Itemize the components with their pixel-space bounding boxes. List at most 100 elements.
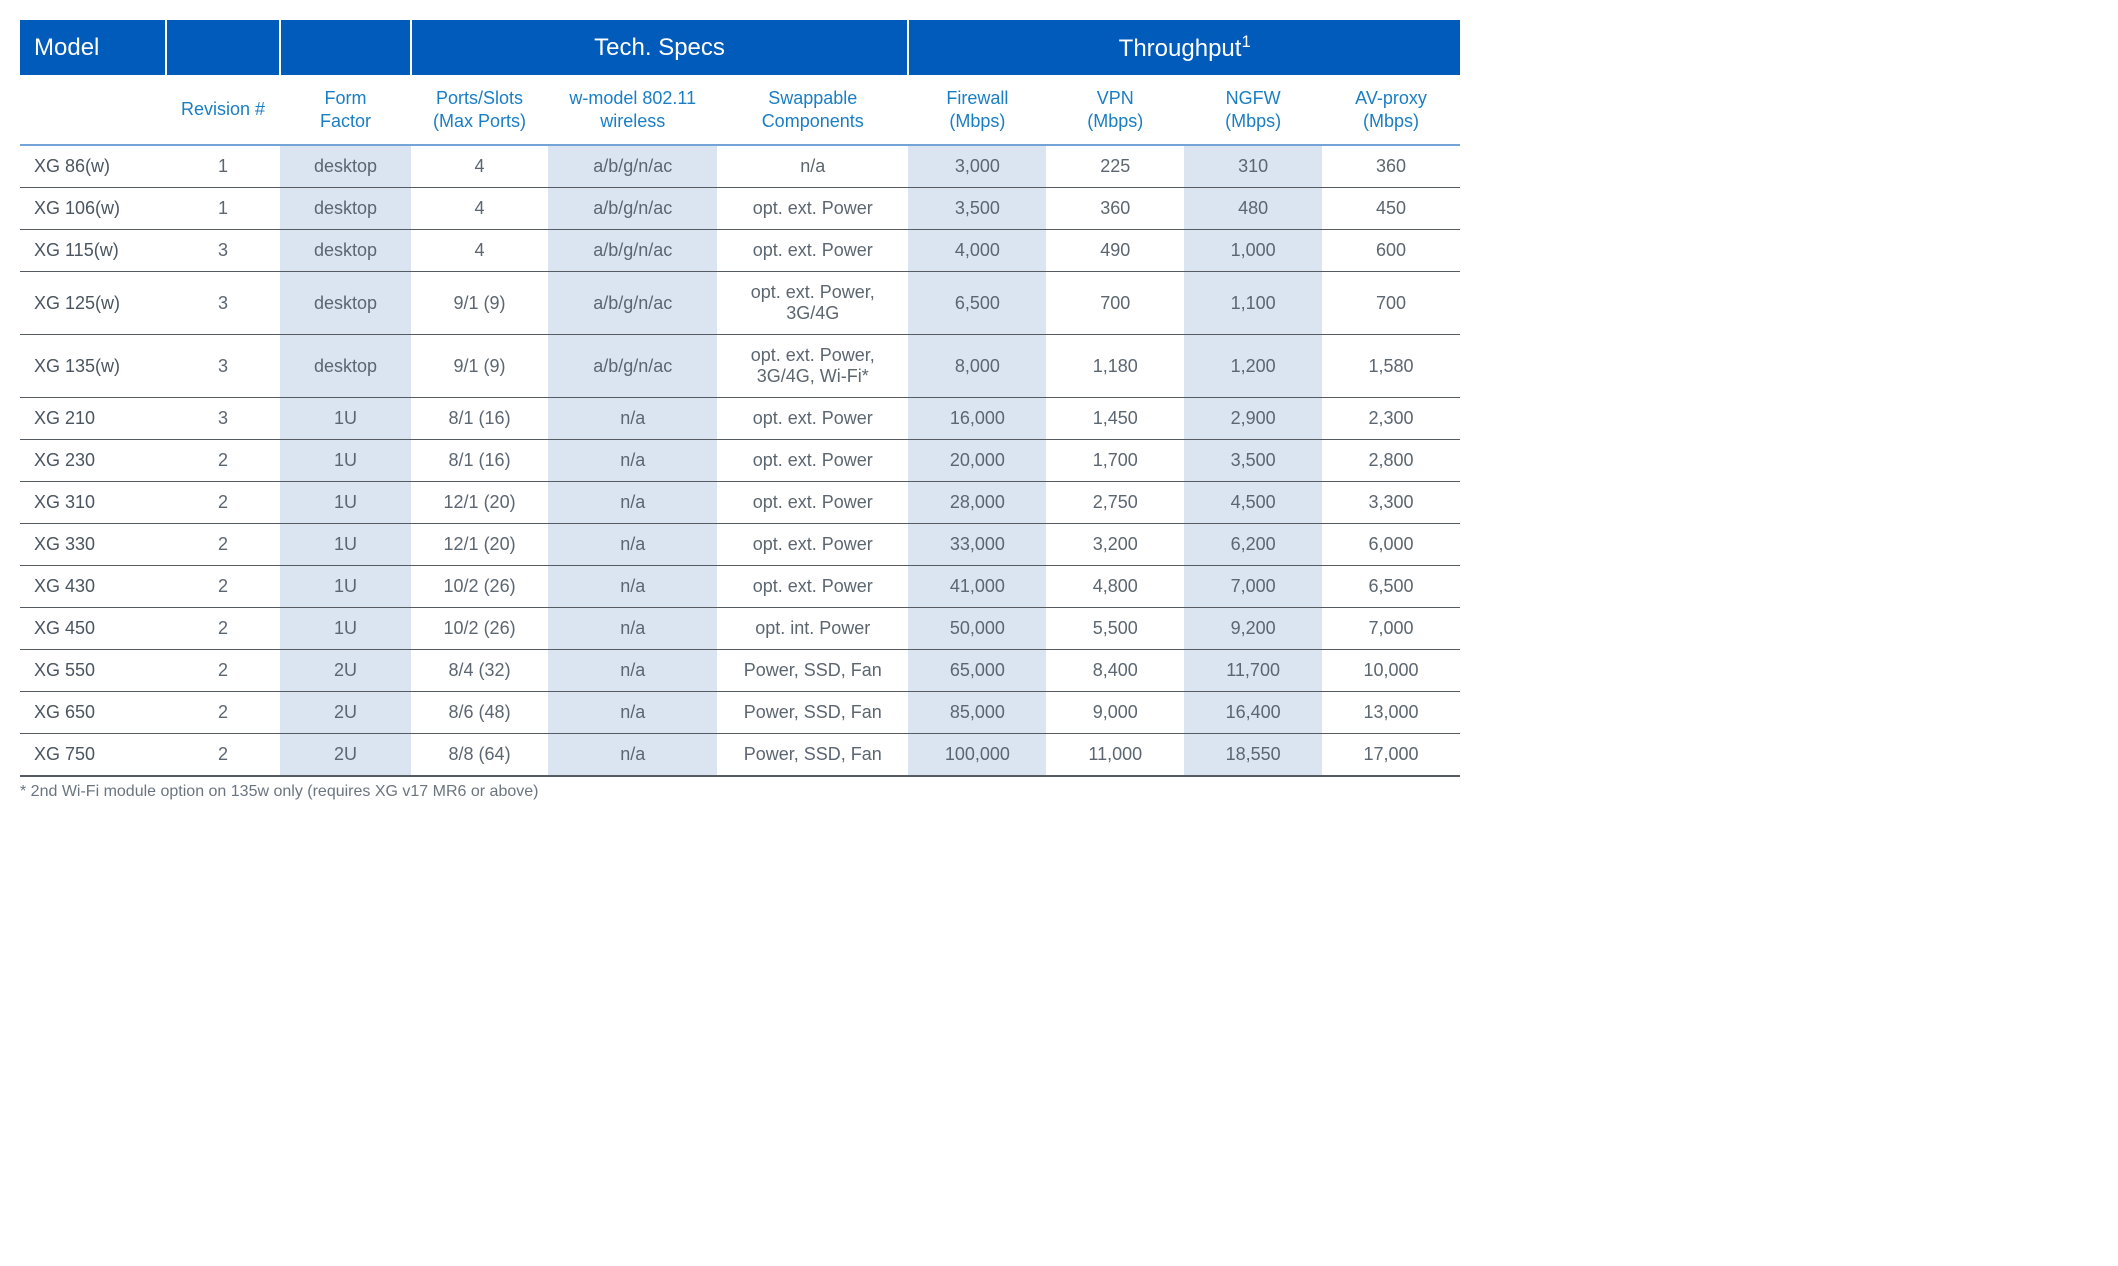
cell-revision: 3 [166, 335, 281, 398]
cell-ports: 12/1 (20) [411, 482, 549, 524]
cell-revision: 2 [166, 608, 281, 650]
cell-ports: 8/4 (32) [411, 650, 549, 692]
cell-swappable: opt. int. Power [717, 608, 908, 650]
subheader-vpn-l2: (Mbps) [1087, 111, 1143, 131]
cell-ngfw: 18,550 [1184, 734, 1322, 777]
cell-ngfw: 1,200 [1184, 335, 1322, 398]
cell-ngfw: 6,200 [1184, 524, 1322, 566]
cell-ports: 10/2 (26) [411, 608, 549, 650]
table-row: XG 135(w)3desktop9/1 (9)a/b/g/n/acopt. e… [20, 335, 1460, 398]
cell-vpn: 2,750 [1046, 482, 1184, 524]
cell-ngfw: 3,500 [1184, 440, 1322, 482]
cell-ngfw: 310 [1184, 145, 1322, 188]
cell-wireless: n/a [548, 734, 717, 777]
cell-formFactor: 1U [280, 566, 410, 608]
cell-swappable: n/a [717, 145, 908, 188]
subheader-ngfw: NGFW (Mbps) [1184, 75, 1322, 145]
cell-avproxy: 13,000 [1322, 692, 1460, 734]
cell-firewall: 65,000 [908, 650, 1046, 692]
table-row: XG 125(w)3desktop9/1 (9)a/b/g/n/acopt. e… [20, 272, 1460, 335]
subheader-ports-l1: Ports/Slots [436, 88, 523, 108]
subheader-model-blank [20, 75, 166, 145]
cell-vpn: 360 [1046, 188, 1184, 230]
cell-model: XG 230 [20, 440, 166, 482]
subheader-swappable-l2: Components [762, 111, 864, 131]
cell-avproxy: 1,580 [1322, 335, 1460, 398]
cell-avproxy: 10,000 [1322, 650, 1460, 692]
cell-avproxy: 450 [1322, 188, 1460, 230]
cell-model: XG 125(w) [20, 272, 166, 335]
cell-swappable: opt. ext. Power [717, 440, 908, 482]
cell-avproxy: 700 [1322, 272, 1460, 335]
cell-firewall: 20,000 [908, 440, 1046, 482]
table-row: XG 115(w)3desktop4a/b/g/n/acopt. ext. Po… [20, 230, 1460, 272]
cell-revision: 1 [166, 188, 281, 230]
cell-avproxy: 7,000 [1322, 608, 1460, 650]
table-body: XG 86(w)1desktop4a/b/g/n/acn/a3,00022531… [20, 145, 1460, 776]
cell-ports: 8/8 (64) [411, 734, 549, 777]
cell-firewall: 4,000 [908, 230, 1046, 272]
cell-vpn: 490 [1046, 230, 1184, 272]
table-row: XG 21031U8/1 (16)n/aopt. ext. Power16,00… [20, 398, 1460, 440]
subheader-ports: Ports/Slots (Max Ports) [411, 75, 549, 145]
header-throughput-label: Throughput [1119, 35, 1242, 62]
cell-wireless: n/a [548, 524, 717, 566]
table-row: XG 23021U8/1 (16)n/aopt. ext. Power20,00… [20, 440, 1460, 482]
cell-swappable: opt. ext. Power [717, 482, 908, 524]
subheader-ports-l2: (Max Ports) [433, 111, 526, 131]
cell-avproxy: 6,500 [1322, 566, 1460, 608]
cell-formFactor: 2U [280, 650, 410, 692]
cell-ngfw: 1,000 [1184, 230, 1322, 272]
cell-model: XG 650 [20, 692, 166, 734]
cell-model: XG 430 [20, 566, 166, 608]
table-row: XG 86(w)1desktop4a/b/g/n/acn/a3,00022531… [20, 145, 1460, 188]
table-row: XG 65022U8/6 (48)n/aPower, SSD, Fan85,00… [20, 692, 1460, 734]
cell-swappable: opt. ext. Power [717, 188, 908, 230]
cell-firewall: 41,000 [908, 566, 1046, 608]
cell-revision: 3 [166, 272, 281, 335]
cell-avproxy: 2,800 [1322, 440, 1460, 482]
cell-formFactor: desktop [280, 272, 410, 335]
cell-revision: 2 [166, 692, 281, 734]
cell-firewall: 28,000 [908, 482, 1046, 524]
cell-formFactor: 1U [280, 398, 410, 440]
cell-formFactor: desktop [280, 145, 410, 188]
cell-swappable: Power, SSD, Fan [717, 692, 908, 734]
table-row: XG 55022U8/4 (32)n/aPower, SSD, Fan65,00… [20, 650, 1460, 692]
cell-ports: 8/1 (16) [411, 398, 549, 440]
cell-firewall: 3,500 [908, 188, 1046, 230]
cell-ports: 10/2 (26) [411, 566, 549, 608]
cell-vpn: 1,700 [1046, 440, 1184, 482]
cell-ngfw: 4,500 [1184, 482, 1322, 524]
cell-wireless: n/a [548, 608, 717, 650]
cell-model: XG 330 [20, 524, 166, 566]
table-row: XG 75022U8/8 (64)n/aPower, SSD, Fan100,0… [20, 734, 1460, 777]
header-blank-1 [166, 20, 281, 75]
subheader-firewall-l2: (Mbps) [949, 111, 1005, 131]
cell-revision: 3 [166, 230, 281, 272]
cell-avproxy: 2,300 [1322, 398, 1460, 440]
subheader-ngfw-l2: (Mbps) [1225, 111, 1281, 131]
cell-vpn: 8,400 [1046, 650, 1184, 692]
cell-vpn: 225 [1046, 145, 1184, 188]
subheader-vpn-l1: VPN [1097, 88, 1134, 108]
cell-ngfw: 1,100 [1184, 272, 1322, 335]
cell-avproxy: 360 [1322, 145, 1460, 188]
cell-ngfw: 11,700 [1184, 650, 1322, 692]
header-blank-2 [280, 20, 410, 75]
cell-vpn: 1,180 [1046, 335, 1184, 398]
cell-revision: 2 [166, 734, 281, 777]
subheader-swappable-l1: Swappable [768, 88, 857, 108]
cell-wireless: n/a [548, 692, 717, 734]
subheader-firewall-l1: Firewall [946, 88, 1008, 108]
subheader-wireless-l1: w-model 802.11 [569, 88, 696, 108]
cell-swappable: opt. ext. Power [717, 524, 908, 566]
cell-wireless: n/a [548, 398, 717, 440]
cell-model: XG 750 [20, 734, 166, 777]
subheader-form-factor: Form Factor [280, 75, 410, 145]
cell-ngfw: 7,000 [1184, 566, 1322, 608]
cell-revision: 1 [166, 145, 281, 188]
cell-revision: 2 [166, 482, 281, 524]
specs-table: Model Tech. Specs Throughput1 Revision #… [20, 20, 1460, 777]
cell-vpn: 700 [1046, 272, 1184, 335]
